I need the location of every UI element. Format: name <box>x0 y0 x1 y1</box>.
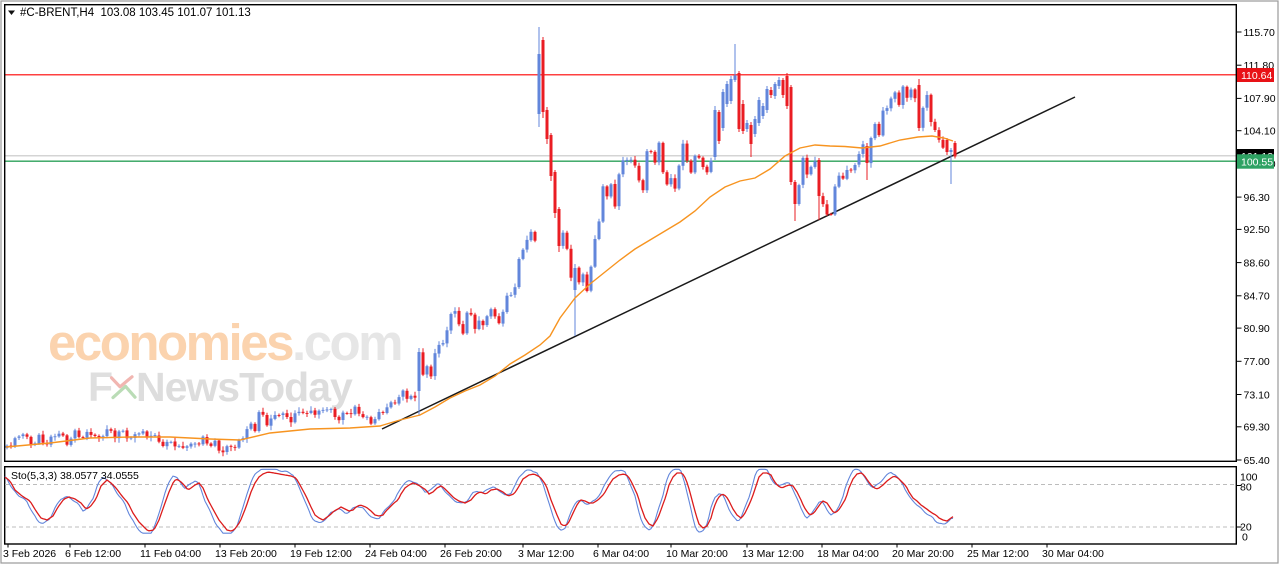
svg-text:Sto(5,3,3) 38.0577 34.0555: Sto(5,3,3) 38.0577 34.0555 <box>11 470 139 482</box>
svg-text:24 Feb 04:00: 24 Feb 04:00 <box>365 548 427 560</box>
svg-text:115.70: 115.70 <box>1244 27 1275 39</box>
svg-text:3 Mar 12:00: 3 Mar 12:00 <box>518 548 574 560</box>
svg-text:26 Feb 20:00: 26 Feb 20:00 <box>440 548 502 560</box>
svg-text:100: 100 <box>1240 472 1258 484</box>
svg-text:65.40: 65.40 <box>1244 455 1270 467</box>
svg-text:80.90: 80.90 <box>1244 323 1270 335</box>
svg-text:13 Mar 12:00: 13 Mar 12:00 <box>742 548 804 560</box>
svg-text:88.60: 88.60 <box>1244 257 1270 269</box>
svg-text:77.00: 77.00 <box>1244 356 1270 368</box>
svg-text:18 Mar 04:00: 18 Mar 04:00 <box>817 548 879 560</box>
svg-text:107.90: 107.90 <box>1244 93 1276 105</box>
svg-text:96.30: 96.30 <box>1244 192 1270 204</box>
svg-text:25 Mar 12:00: 25 Mar 12:00 <box>967 548 1029 560</box>
svg-text:0: 0 <box>1242 532 1248 544</box>
svg-text:3 Feb 2026: 3 Feb 2026 <box>3 548 56 560</box>
svg-text:F: F <box>88 364 112 410</box>
svg-text:NewsToday: NewsToday <box>136 364 353 410</box>
svg-text:20: 20 <box>1240 522 1252 534</box>
svg-text:6 Mar 04:00: 6 Mar 04:00 <box>593 548 649 560</box>
svg-text:6 Feb 12:00: 6 Feb 12:00 <box>65 548 121 560</box>
svg-text:economies.com: economies.com <box>48 314 401 371</box>
svg-text:84.70: 84.70 <box>1244 291 1270 303</box>
svg-text:11 Feb 04:00: 11 Feb 04:00 <box>140 548 201 560</box>
svg-text:73.10: 73.10 <box>1244 389 1270 401</box>
svg-text:104.10: 104.10 <box>1244 126 1276 138</box>
svg-text:100.55: 100.55 <box>1241 156 1273 168</box>
svg-text:10 Mar 20:00: 10 Mar 20:00 <box>666 548 728 560</box>
svg-text:69.30: 69.30 <box>1244 422 1270 434</box>
svg-text:110.64: 110.64 <box>1241 70 1272 82</box>
svg-text:20 Mar 20:00: 20 Mar 20:00 <box>892 548 954 560</box>
svg-text:92.50: 92.50 <box>1244 224 1270 236</box>
svg-text:30 Mar 04:00: 30 Mar 04:00 <box>1042 548 1104 560</box>
svg-text:13 Feb 20:00: 13 Feb 20:00 <box>215 548 277 560</box>
svg-text:19 Feb 12:00: 19 Feb 12:00 <box>290 548 352 560</box>
svg-text:#C-BRENT,H4 103.08 103.45 101: #C-BRENT,H4 103.08 103.45 101.07 101.13 <box>20 7 251 19</box>
svg-text:80: 80 <box>1240 482 1252 494</box>
